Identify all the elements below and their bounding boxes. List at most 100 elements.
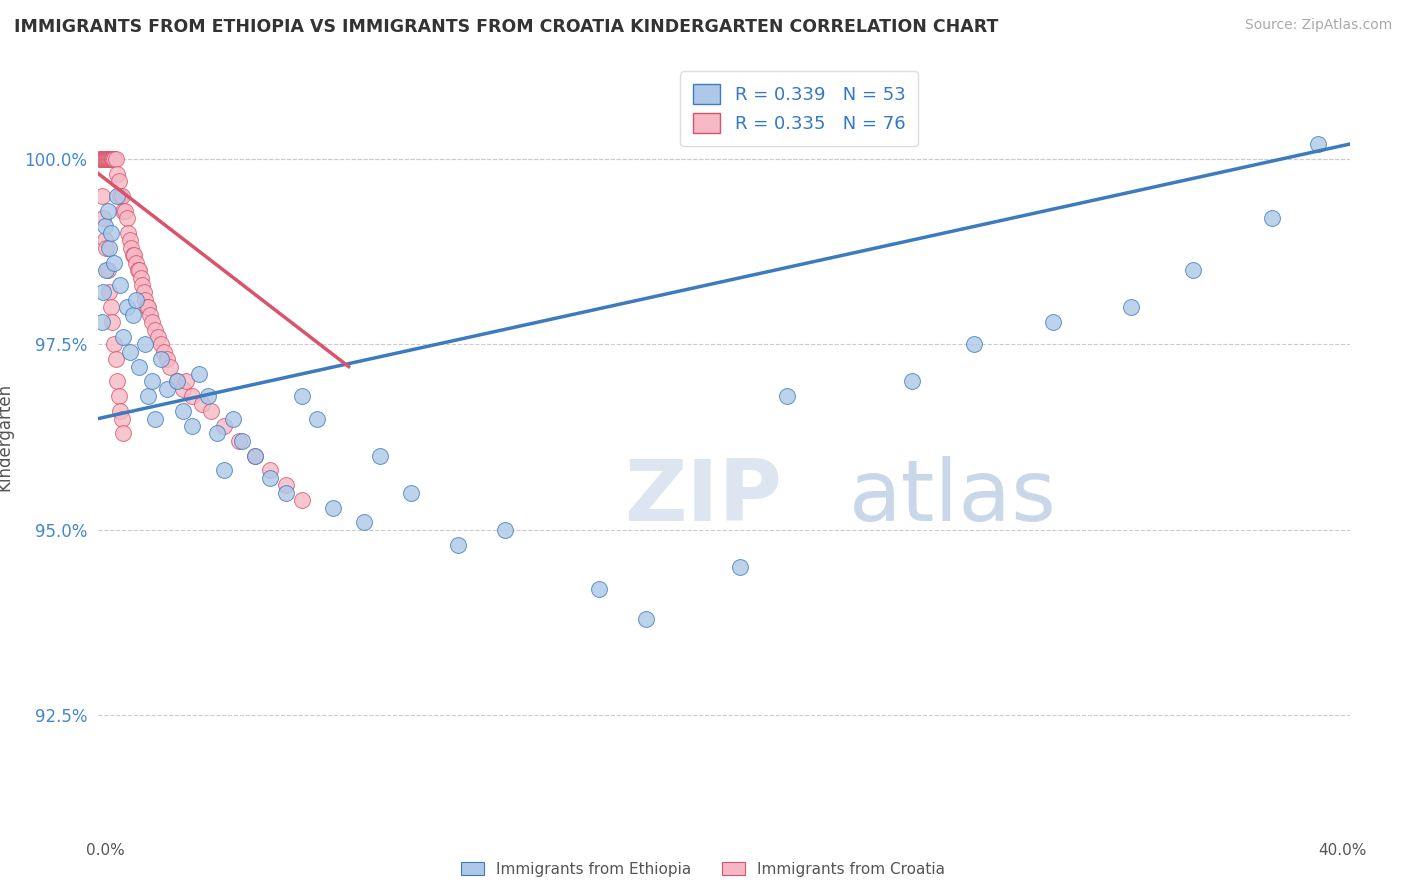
Point (132, 285, 155, 300)
Point (103, 256, 125, 270)
Point (150, 352, 173, 367)
Y-axis label: Kindergarten: Kindergarten (0, 383, 13, 491)
Point (90, 152, 112, 166)
Point (322, 500, 344, 515)
Point (93, 234, 115, 248)
Point (494, 523, 516, 537)
Point (172, 404, 194, 418)
Point (89, 152, 111, 166)
Point (129, 270, 152, 285)
Point (181, 389, 204, 403)
Point (634, 612, 657, 626)
Point (156, 382, 179, 396)
Point (118, 344, 141, 359)
Point (1042, 315, 1064, 329)
Point (118, 234, 141, 248)
Point (172, 382, 194, 396)
Point (90, 315, 112, 329)
Point (96, 152, 118, 166)
Point (900, 375, 922, 389)
Point (153, 344, 176, 359)
Point (1308, 136, 1330, 151)
Point (166, 375, 188, 389)
Point (110, 404, 132, 418)
Point (101, 152, 124, 166)
Point (96, 241, 118, 255)
Point (105, 167, 128, 181)
Point (111, 189, 134, 203)
Point (447, 538, 470, 552)
Point (134, 293, 156, 307)
Point (107, 389, 129, 403)
Point (181, 419, 204, 434)
Point (212, 463, 235, 477)
Point (274, 485, 298, 500)
Point (112, 426, 135, 441)
Point (97, 263, 120, 277)
Point (291, 493, 314, 508)
Text: ZIP: ZIP (624, 456, 782, 539)
Point (91, 285, 114, 300)
Point (97, 203, 120, 218)
Point (207, 426, 229, 441)
Point (104, 152, 127, 166)
Point (121, 248, 143, 262)
Point (98, 152, 121, 166)
Point (274, 478, 298, 492)
Text: Source: ZipAtlas.com: Source: ZipAtlas.com (1244, 18, 1392, 32)
Legend: Immigrants from Ethiopia, Immigrants from Croatia: Immigrants from Ethiopia, Immigrants fro… (453, 854, 953, 884)
Point (190, 397, 212, 411)
Point (100, 300, 122, 314)
Point (291, 389, 314, 403)
Point (1119, 300, 1142, 314)
Point (135, 300, 157, 314)
Point (91, 152, 114, 166)
Point (124, 248, 146, 262)
Point (776, 389, 799, 403)
Point (1260, 211, 1282, 226)
Point (243, 449, 266, 463)
Point (105, 189, 128, 203)
Point (110, 189, 132, 203)
Text: IMMIGRANTS FROM ETHIOPIA VS IMMIGRANTS FROM CROATIA KINDERGARTEN CORRELATION CHA: IMMIGRANTS FROM ETHIOPIA VS IMMIGRANTS F… (14, 18, 998, 36)
Point (127, 263, 149, 277)
Point (114, 203, 136, 218)
Point (131, 278, 153, 293)
Point (104, 352, 127, 367)
Point (93, 152, 115, 166)
Point (115, 211, 138, 226)
Point (143, 322, 166, 336)
Point (91, 152, 114, 166)
Point (96, 263, 118, 277)
Legend: R = 0.339   N = 53, R = 0.335   N = 76: R = 0.339 N = 53, R = 0.335 N = 76 (681, 71, 918, 145)
Point (115, 300, 138, 314)
Point (105, 375, 128, 389)
Point (103, 337, 125, 351)
Point (259, 471, 281, 485)
Point (143, 411, 166, 425)
Point (728, 560, 751, 574)
Point (107, 174, 129, 188)
Point (166, 375, 188, 389)
Point (125, 256, 148, 270)
Point (112, 203, 135, 218)
Point (101, 315, 124, 329)
Point (112, 330, 135, 344)
Point (228, 434, 250, 448)
Point (197, 389, 219, 403)
Point (307, 411, 329, 425)
Point (90, 189, 112, 203)
Point (125, 293, 148, 307)
Point (159, 359, 181, 374)
Point (368, 449, 391, 463)
Point (111, 411, 134, 425)
Point (128, 359, 150, 374)
Point (134, 337, 156, 351)
Point (100, 226, 122, 240)
Point (94, 152, 117, 166)
Point (98, 241, 121, 255)
Point (128, 263, 150, 277)
Point (187, 367, 209, 381)
Point (110, 278, 132, 293)
Point (156, 352, 179, 367)
